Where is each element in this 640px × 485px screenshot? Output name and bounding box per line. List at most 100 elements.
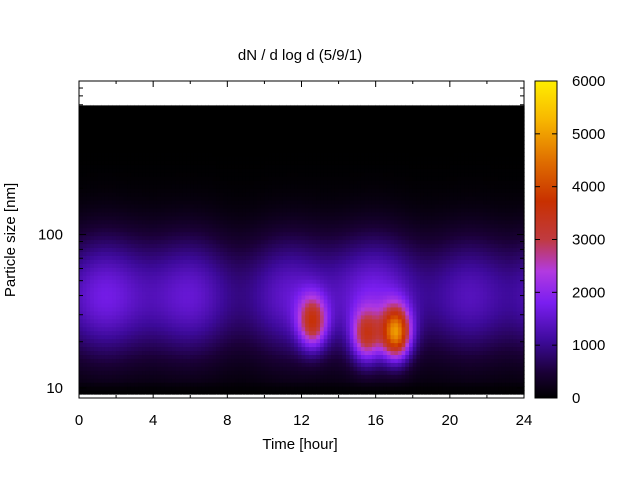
- heatmap-cell: [245, 362, 251, 367]
- heatmap-cell: [82, 378, 88, 383]
- heatmap-cell: [242, 298, 247, 304]
- heatmap-cell: [134, 191, 139, 197]
- heatmap-cell: [156, 358, 162, 363]
- heatmap-cell: [245, 354, 251, 359]
- heatmap-cell: [216, 302, 221, 308]
- heatmap-cell: [201, 247, 206, 252]
- heatmap-cell: [305, 330, 310, 336]
- heatmap-cell: [223, 211, 228, 217]
- heatmap-cell: [101, 96, 106, 102]
- heatmap-cell: [290, 279, 295, 284]
- heatmap-cell: [208, 302, 214, 308]
- heatmap-cell: [275, 255, 280, 260]
- heatmap-cell: [138, 342, 143, 348]
- heatmap-cell: [86, 215, 91, 221]
- heatmap-cell: [101, 132, 106, 138]
- heatmap-cell: [156, 275, 162, 280]
- heatmap-cell: [79, 263, 84, 268]
- heatmap-cell: [104, 184, 110, 189]
- heatmap-cell: [197, 108, 202, 114]
- heatmap-cell: [153, 354, 158, 359]
- heatmap-cell: [119, 144, 125, 149]
- heatmap-cell: [249, 207, 254, 213]
- heatmap-cell: [231, 128, 236, 134]
- heatmap-cell: [275, 294, 280, 300]
- heatmap-cell: [264, 96, 269, 102]
- heatmap-cell: [90, 275, 95, 280]
- heatmap-cell: [127, 112, 132, 118]
- heatmap-cell: [145, 390, 151, 395]
- heatmap-cell: [182, 326, 188, 332]
- heatmap-cell: [279, 184, 284, 189]
- heatmap-cell: [97, 144, 102, 149]
- heatmap-cell: [119, 184, 125, 189]
- heatmap-cell: [305, 223, 310, 229]
- heatmap-cell: [138, 310, 143, 316]
- heatmap-cell: [253, 172, 258, 177]
- heatmap-cell: [101, 116, 106, 122]
- heatmap-cell: [219, 88, 225, 94]
- heatmap-cell: [216, 112, 221, 118]
- heatmap-cell: [97, 251, 102, 256]
- heatmap-cell: [268, 144, 273, 149]
- heatmap-cell: [97, 81, 102, 86]
- heatmap-cell: [212, 350, 217, 356]
- heatmap-cell: [82, 251, 88, 256]
- heatmap-cell: [297, 306, 303, 312]
- heatmap-cell: [179, 191, 184, 197]
- heatmap-cell: [153, 314, 158, 320]
- heatmap-cell: [108, 180, 113, 185]
- heatmap-cell: [90, 374, 95, 379]
- heatmap-cell: [193, 136, 199, 142]
- heatmap-cell: [182, 354, 188, 359]
- heatmap-cell: [97, 231, 102, 237]
- heatmap-cell: [208, 223, 214, 229]
- heatmap-cell: [112, 374, 117, 379]
- heatmap-cell: [108, 88, 113, 94]
- heatmap-cell: [190, 263, 195, 268]
- heatmap-cell: [249, 394, 254, 399]
- heatmap-cell: [208, 215, 214, 221]
- heatmap-cell: [130, 358, 136, 363]
- heatmap-cell: [301, 235, 306, 241]
- heatmap-cell: [97, 386, 102, 391]
- heatmap-cell: [149, 279, 154, 284]
- heatmap-cell: [93, 215, 99, 221]
- heatmap-cell: [142, 366, 147, 371]
- heatmap-cell: [290, 223, 295, 229]
- heatmap-cell: [286, 215, 291, 221]
- heatmap-cell: [171, 267, 177, 272]
- heatmap-cell: [234, 184, 240, 189]
- heatmap-cell: [186, 326, 191, 332]
- heatmap-cell: [112, 180, 117, 185]
- heatmap-cell: [145, 366, 151, 371]
- heatmap-cell: [279, 239, 284, 245]
- heatmap-cell: [190, 378, 195, 383]
- heatmap-cell: [190, 223, 195, 229]
- heatmap-cell: [205, 140, 210, 145]
- heatmap-cell: [219, 326, 225, 332]
- heatmap-cell: [231, 239, 236, 245]
- heatmap-cell: [127, 334, 132, 340]
- heatmap-cell: [216, 378, 221, 383]
- heatmap-cell: [305, 235, 310, 241]
- heatmap-cell: [205, 176, 210, 181]
- heatmap-cell: [245, 326, 251, 332]
- heatmap-cell: [260, 124, 266, 130]
- heatmap-cell: [271, 104, 277, 110]
- heatmap-cell: [190, 374, 195, 379]
- heatmap-cell: [112, 191, 117, 197]
- heatmap-cell: [238, 310, 243, 316]
- heatmap-cell: [175, 156, 180, 161]
- heatmap-cell: [164, 330, 169, 336]
- heatmap-cell: [86, 108, 91, 114]
- heatmap-cell: [242, 386, 247, 391]
- heatmap-cell: [93, 382, 99, 387]
- heatmap-cell: [112, 112, 117, 118]
- heatmap-cell: [142, 271, 147, 276]
- heatmap-cell: [168, 81, 173, 86]
- heatmap-cell: [197, 350, 202, 356]
- heatmap-cell: [238, 195, 243, 201]
- heatmap-cell: [101, 354, 106, 359]
- heatmap-cell: [130, 382, 136, 387]
